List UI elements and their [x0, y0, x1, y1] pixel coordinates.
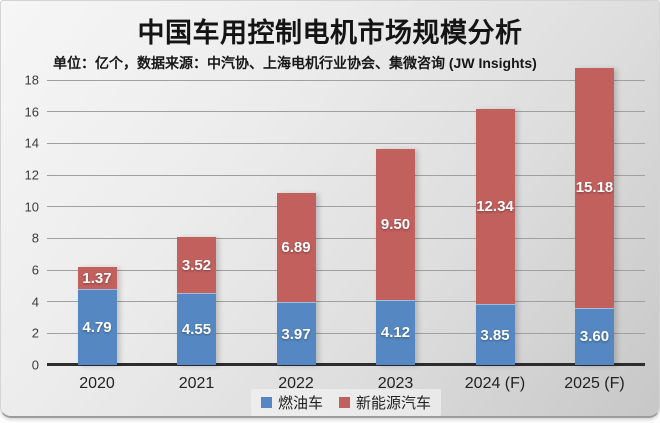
bar-stack-2021: 3.52 4.55 [177, 237, 216, 365]
value-label-燃油车-2024 (F): 3.85 [480, 326, 510, 344]
value-label-新能源汽车-2022: 6.89 [281, 239, 311, 257]
gridline-18 [47, 79, 645, 81]
bar-segment-燃油车-2024 (F): 3.85 [475, 304, 515, 365]
legend-swatch-icon [339, 397, 350, 408]
x-axis-label-2023: 2023 [377, 375, 414, 392]
value-label-新能源汽车-2021: 3.52 [181, 256, 212, 274]
gridline-12 [47, 174, 645, 176]
value-label-燃油车-2025 (F): 3.60 [579, 328, 610, 346]
legend-swatch-icon [260, 397, 272, 408]
gridline-14 [47, 142, 645, 144]
x-axis-line [47, 363, 645, 366]
bar-segment-燃油车-2025 (F): 3.60 [575, 308, 614, 365]
bar-segment-燃油车-2020: 4.79 [77, 289, 117, 365]
bar-segment-新能源汽车-2020: 1.37 [77, 267, 117, 290]
gridline-16 [47, 111, 645, 113]
y-axis-label-8: 8 [31, 230, 39, 246]
bar-stack-2025 (F): 15.18 3.60 [575, 67, 614, 365]
value-label-燃油车-2020: 4.79 [82, 319, 112, 337]
chart-legend: 燃油车 新能源汽车 [31, 389, 659, 416]
legend-label: 燃油车 [277, 395, 323, 412]
y-axis-label-4: 4 [31, 294, 39, 310]
legend-item-新能源汽车: 新能源汽车 [339, 392, 431, 413]
bar-segment-燃油车-2022: 3.97 [276, 302, 316, 365]
bar-stack-2023: 9.50 4.12 [376, 149, 415, 365]
x-axis-label-2022: 2022 [278, 375, 314, 392]
bar-segment-新能源汽车-2024 (F): 12.34 [475, 108, 515, 305]
value-label-燃油车-2023: 4.12 [380, 324, 411, 342]
y-axis-label-0: 0 [31, 357, 39, 373]
value-label-新能源汽车-2025 (F): 15.18 [575, 179, 614, 197]
bar-stack-2024 (F): 12.34 3.85 [475, 108, 515, 365]
gridline-8 [47, 237, 645, 239]
x-axis-label-2025 (F): 2025 (F) [564, 375, 625, 392]
bar-stack-2022: 6.89 3.97 [276, 193, 316, 365]
bar-stack-2020: 1.37 4.79 [77, 267, 117, 365]
gridline-6 [47, 269, 645, 271]
gridline-2 [47, 332, 645, 334]
y-axis-label-18: 18 [24, 72, 39, 88]
x-axis-label-2021: 2021 [178, 375, 215, 392]
bar-segment-燃油车-2021: 4.55 [177, 292, 216, 365]
bar-segment-新能源汽车-2022: 6.89 [276, 193, 316, 303]
chart-title: 中国车用控制电机市场规模分析 [137, 18, 523, 48]
bar-segment-新能源汽车-2023: 9.50 [376, 149, 415, 300]
value-label-新能源汽车-2023: 9.50 [380, 216, 411, 234]
y-axis-label-10: 10 [24, 199, 39, 215]
value-label-新能源汽车-2020: 1.37 [82, 269, 112, 287]
x-axis-label-2024 (F): 2024 (F) [464, 375, 526, 392]
chart-plot-area: 0 2 4 6 8 10 12 14 16 18 1.37 4.79 2020 3.52 4.55 2021 6… [1, 1, 659, 416]
bar-segment-燃油车-2023: 4.12 [376, 299, 415, 365]
legend-label: 新能源汽车 [356, 395, 432, 412]
value-label-新能源汽车-2024 (F): 12.34 [476, 197, 514, 215]
bar-segment-新能源汽车-2025 (F): 15.18 [575, 67, 614, 308]
gridline-10 [47, 206, 645, 208]
y-axis-label-16: 16 [24, 104, 39, 120]
y-axis-label-6: 6 [31, 262, 39, 278]
y-axis-label-14: 14 [24, 135, 39, 151]
x-axis-label-2020: 2020 [79, 375, 115, 392]
value-label-燃油车-2022: 3.97 [281, 325, 311, 343]
chart-subtitle: 单位：亿个，数据来源：中汽协、上海电机行业协会、集微咨询 (JW Insight… [53, 55, 537, 71]
chart-legend-box: 燃油车 新能源汽车 [250, 389, 442, 416]
y-axis-label-12: 12 [24, 167, 39, 183]
y-axis-label-2: 2 [31, 325, 39, 341]
bar-segment-新能源汽车-2021: 3.52 [177, 237, 216, 293]
value-label-燃油车-2021: 4.55 [181, 320, 212, 338]
legend-item-燃油车: 燃油车 [260, 392, 323, 413]
gridline-4 [47, 301, 645, 303]
